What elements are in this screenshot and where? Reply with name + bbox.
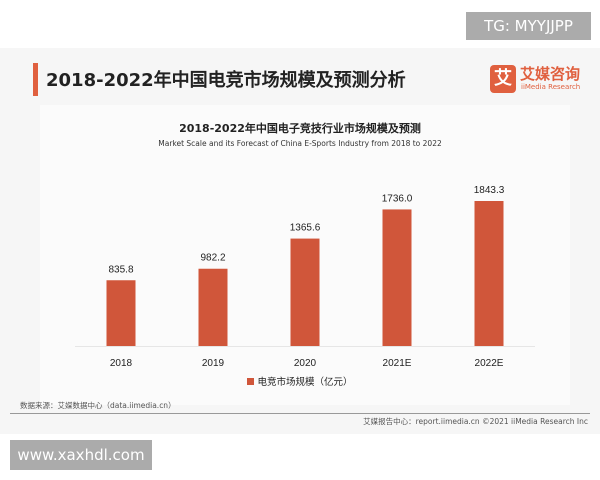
bar-2019 xyxy=(198,268,228,346)
watermark-bottom: www.xaxhdl.com xyxy=(10,440,152,470)
x-tick-label: 2018 xyxy=(110,358,133,369)
chart-subtitle: Market Scale and its Forecast of China E… xyxy=(158,139,442,148)
x-tick-label: 2021E xyxy=(383,358,412,369)
data-label: 835.8 xyxy=(108,264,133,275)
x-tick-label: 2020 xyxy=(294,358,317,369)
page-title: 2018-2022年中国电竞市场规模及预测分析 xyxy=(46,70,406,91)
logo-en: iiMedia Research xyxy=(521,83,581,91)
data-label: 1736.0 xyxy=(382,193,413,204)
iimedia-logo: 艾 艾媒咨询 iiMedia Research xyxy=(490,63,588,99)
footer-credit: 艾媒报告中心：report.iimedia.cn ©2021 iiMedia R… xyxy=(363,417,588,426)
divider xyxy=(10,413,590,414)
bar-2020 xyxy=(290,238,320,346)
bar-2021E xyxy=(382,209,412,346)
logo-mark: 艾 xyxy=(490,65,516,93)
x-tick-label: 2022E xyxy=(475,358,504,369)
data-label: 982.2 xyxy=(200,253,225,264)
logo-cn: 艾媒咨询 xyxy=(520,65,581,83)
data-label: 1843.3 xyxy=(474,185,505,196)
watermark-top: TG: MYYJJPP xyxy=(466,12,591,40)
chart-title: 2018-2022年中国电子竞技行业市场规模及预测 xyxy=(179,122,421,135)
title-accent-bar xyxy=(33,63,38,96)
x-tick-label: 2019 xyxy=(202,358,225,369)
legend-swatch xyxy=(247,378,255,385)
legend-label: 电竞市场规模（亿元） xyxy=(257,377,353,388)
data-label: 1365.6 xyxy=(290,223,321,234)
data-source: 数据来源：艾媒数据中心（data.iimedia.cn） xyxy=(20,401,176,410)
bar-2018 xyxy=(106,280,136,346)
legend: 电竞市场规模（亿元） xyxy=(0,374,600,388)
bar-2022E xyxy=(474,201,504,346)
